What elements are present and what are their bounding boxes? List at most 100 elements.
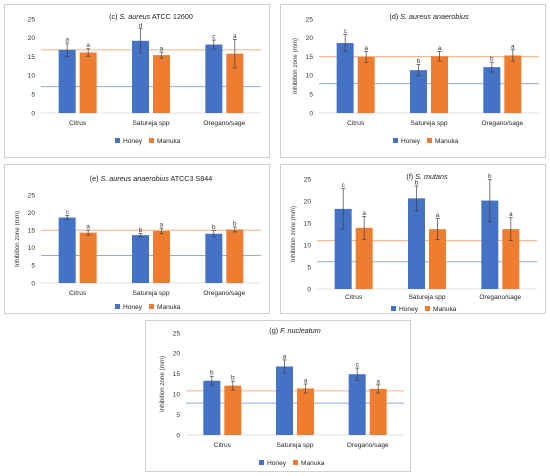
- chart-title: (d) S. aureus anaerobius: [389, 12, 469, 21]
- y-tick-label: 5: [176, 412, 180, 419]
- legend-swatch-manuka: [293, 460, 298, 465]
- legend-swatch-manuka: [149, 304, 154, 309]
- bar-manuka-satureja-spp: [153, 55, 170, 113]
- significance-letter: a: [438, 45, 442, 52]
- legend-swatch-manuka: [427, 138, 432, 143]
- x-category-label: Citrus: [214, 442, 232, 449]
- significance-letter: b: [417, 58, 421, 65]
- chart-svg-d: (d) S. aureus anaerobius Inhibition zone …: [292, 12, 539, 145]
- chart-title-part: S. aureus anaerobius: [101, 174, 170, 183]
- significance-letter: a: [160, 46, 164, 53]
- y-tick-label: 5: [307, 264, 311, 271]
- bar-manuka-citrus: [79, 232, 97, 283]
- legend-label-honey: Honey: [267, 460, 287, 467]
- chart-svg-e: (e) S. aureus anaerobius ATCC3 S844 Inhib…: [14, 174, 261, 311]
- y-axis-label: Inhibition zone (mm): [292, 38, 299, 94]
- legend-swatch-honey: [393, 138, 398, 143]
- chart-title: (c) S. aureus ATCC 12600: [109, 12, 193, 21]
- significance-letter: d: [139, 22, 143, 29]
- chart-title: (f) S. mutans: [406, 172, 448, 181]
- x-category-label: Oregano/sage: [203, 290, 245, 297]
- significance-letter: b: [139, 227, 143, 234]
- x-category-label: Oregano/sage: [479, 294, 521, 301]
- bar-manuka-oregano-sage: [226, 53, 244, 113]
- legend-label-manuka: Manuka: [157, 138, 181, 145]
- y-tick-label: 10: [306, 73, 314, 80]
- bar-honey-oregano-sage: [348, 374, 366, 435]
- x-category-label: Satureja spp: [276, 442, 313, 449]
- legend-label-manuka: Manuka: [433, 306, 457, 313]
- chart-panel-e: (e) S. aureus anaerobius ATCC3 S844 Inhib…: [4, 164, 270, 314]
- y-tick-label: 0: [176, 432, 180, 439]
- significance-letter: c: [342, 182, 346, 189]
- x-category-label: Citrus: [69, 120, 87, 127]
- bar-honey-satureja-spp: [132, 235, 149, 283]
- bar-honey-citrus: [336, 43, 354, 114]
- significance-letter: a: [65, 37, 69, 44]
- y-tick-label: 20: [173, 351, 181, 358]
- chart-title-part: S. mutans: [415, 172, 448, 181]
- legend-swatch-honey: [115, 138, 120, 143]
- y-tick-label: 0: [31, 110, 35, 117]
- y-tick-label: 10: [173, 392, 181, 399]
- bar-honey-oregano-sage: [205, 233, 223, 283]
- y-tick-label: 10: [28, 73, 36, 80]
- bar-honey-oregano-sage: [205, 44, 223, 113]
- chart-title-part: ATCC 12600: [150, 12, 193, 21]
- bar-manuka-satureja-spp: [153, 230, 170, 283]
- chart-svg-f: (f) S. mutans Inhibition zone (mm) 0 5 10 15 2…: [290, 172, 537, 313]
- significance-letter: b: [210, 370, 214, 377]
- legend-label-manuka: Manuka: [435, 138, 459, 145]
- y-tick-label: 5: [309, 92, 313, 99]
- y-tick-label: 15: [28, 228, 36, 235]
- y-tick-label: 10: [304, 242, 312, 249]
- significance-letter: a: [511, 43, 515, 50]
- chart-svg-c: (c) S. aureus ATCC 12600 0 5 10 15 20 25 a a Citr…: [28, 12, 261, 145]
- bar-manuka-citrus: [355, 227, 373, 289]
- bar-manuka-satureja-spp: [429, 229, 446, 289]
- chart-title-part: S. aureus: [120, 12, 151, 21]
- significance-letter: c: [344, 28, 348, 35]
- significance-letter: b: [490, 56, 494, 63]
- legend-label-manuka: Manuka: [157, 304, 181, 311]
- x-category-label: Oregano/sage: [203, 120, 245, 127]
- chart-title-part: (g): [269, 326, 280, 335]
- y-tick-label: 0: [307, 286, 311, 293]
- y-tick-label: 15: [28, 54, 36, 61]
- bar-honey-satureja-spp: [276, 366, 293, 435]
- legend-swatch-honey: [259, 460, 264, 465]
- y-tick-label: 5: [31, 92, 35, 99]
- bar-manuka-oregano-sage: [504, 55, 522, 113]
- significance-letter: b: [415, 180, 419, 187]
- y-tick-label: 0: [31, 280, 35, 287]
- bar-honey-oregano-sage: [483, 67, 501, 113]
- significance-letter: c: [212, 34, 216, 41]
- y-tick-label: 10: [28, 245, 36, 252]
- legend-swatch-manuka: [149, 138, 154, 143]
- bar-honey-citrus: [58, 49, 76, 113]
- chart-title: (e) S. aureus anaerobius ATCC3 S844: [90, 174, 213, 183]
- y-tick-label: 15: [173, 371, 181, 378]
- significance-letter: a: [364, 45, 368, 52]
- y-tick-label: 15: [304, 220, 312, 227]
- bar-honey-citrus: [203, 380, 221, 435]
- bar-honey-oregano-sage: [481, 200, 499, 289]
- chart-title-part: (f): [406, 172, 415, 181]
- x-category-label: Oregano/sage: [481, 120, 523, 127]
- significance-letter: a: [304, 378, 308, 385]
- chart-panel-d: (d) S. aureus anaerobius Inhibition zone …: [280, 4, 546, 158]
- bar-manuka-oregano-sage: [502, 229, 520, 289]
- x-category-label: Citrus: [69, 290, 87, 297]
- bar-manuka-citrus: [357, 56, 375, 113]
- bar-manuka-oregano-sage: [369, 388, 387, 435]
- legend-label-honey: Honey: [401, 138, 421, 145]
- y-tick-label: 15: [306, 54, 314, 61]
- y-axis-label: Inhibition zone (mm): [159, 356, 166, 412]
- chart-title-part: S. aureus anaerobius: [400, 12, 469, 21]
- significance-letter: a: [376, 378, 380, 385]
- bar-manuka-citrus: [79, 52, 97, 113]
- bar-honey-satureja-spp: [410, 70, 427, 113]
- y-axis-label: Inhibition zone (mm): [14, 211, 21, 267]
- chart-title-part: (e): [90, 174, 101, 183]
- x-category-label: Satureja spp: [132, 290, 169, 297]
